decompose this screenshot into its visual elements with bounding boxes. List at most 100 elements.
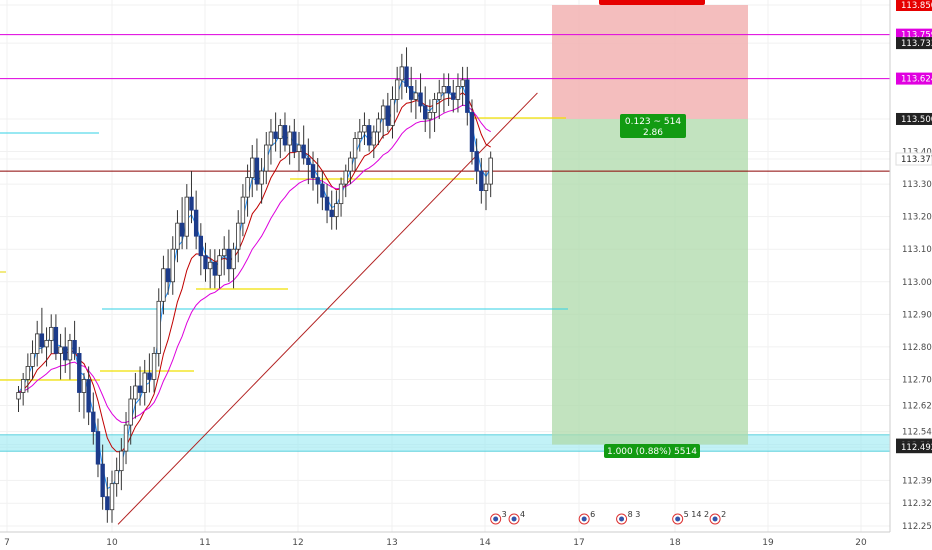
candle-body <box>324 196 330 211</box>
candle-body <box>301 144 306 159</box>
event-flag-icon[interactable]: 5 14 2 <box>672 510 709 525</box>
candle-body <box>408 86 414 100</box>
candle-body <box>460 79 465 87</box>
price-tag-bg <box>896 37 932 50</box>
price-tick-label: 112.900 <box>902 310 932 320</box>
event-flag-icon[interactable]: 6 <box>578 510 595 525</box>
candle-body <box>390 99 395 126</box>
candle-body <box>100 463 105 498</box>
stop-loss-area[interactable] <box>552 5 748 119</box>
candle-body <box>58 346 63 354</box>
price-tag[interactable]: 112.492 <box>896 441 932 454</box>
candle-body <box>20 379 26 393</box>
time-tick-label: 10 <box>106 538 118 548</box>
trend-line[interactable] <box>117 92 538 525</box>
stop-badge <box>599 0 705 5</box>
event-flag-icon[interactable]: 2 <box>709 510 726 525</box>
price-tag[interactable]: 113.377 <box>895 152 932 166</box>
candle-body <box>338 183 344 205</box>
time-tick-label: 17 <box>573 538 584 548</box>
event-count: 4 <box>520 510 525 519</box>
candle-body <box>423 105 428 120</box>
economic-events[interactable]: 3 4 6 8 3 5 14 2 2 <box>490 510 726 525</box>
candle-body <box>296 144 302 152</box>
event-count: 3 <box>502 510 507 519</box>
event-count: 5 14 2 <box>684 510 709 519</box>
price-tag-label: 113.377 <box>901 155 932 165</box>
candle-body <box>254 157 260 185</box>
time-tick-label: 18 <box>669 538 681 548</box>
price-tag[interactable]: 113.850 <box>896 0 932 11</box>
grid <box>0 0 890 532</box>
candle-body <box>203 255 208 270</box>
candle-body <box>156 300 161 354</box>
candle-body <box>455 86 461 100</box>
candle-body <box>474 151 479 172</box>
candle-body <box>380 105 386 120</box>
candle-body <box>212 261 218 276</box>
price-tag-bg <box>896 0 932 11</box>
risk-label-line1: 0.123 ~ 514 <box>625 117 681 127</box>
candle-body <box>315 177 320 185</box>
position-labels: 0.123 ~ 514 2.86 1.000 (0.88%) 5514 <box>599 0 705 458</box>
event-flag-icon[interactable]: 3 <box>490 510 507 525</box>
candle-body <box>170 248 175 283</box>
candle-body <box>250 157 255 178</box>
price-tag-bg <box>896 112 932 125</box>
candle-body <box>114 470 119 485</box>
price-tag-label: 113.624 <box>901 75 932 85</box>
target-label: 1.000 (0.88%) 5514 <box>607 447 697 457</box>
price-axis[interactable]: 113.400113.300113.200113.100113.000112.9… <box>889 0 932 550</box>
candle-body <box>142 372 147 393</box>
candle-body <box>348 157 353 172</box>
candles <box>16 47 493 523</box>
candle-body <box>469 112 475 152</box>
risk-label-line2: 2.86 <box>643 128 663 138</box>
candle-body <box>231 248 236 270</box>
candle-body <box>189 196 194 211</box>
price-tag-label: 113.759 <box>901 31 932 41</box>
price-tag[interactable]: 113.500 <box>896 112 932 125</box>
event-flag-icon[interactable]: 4 <box>508 510 525 525</box>
candle-body <box>123 424 129 452</box>
take-profit-area[interactable] <box>552 118 748 445</box>
price-tag[interactable]: 113.733 <box>896 37 932 50</box>
ema-slow <box>18 104 491 424</box>
price-tag[interactable]: 113.624 <box>896 72 932 85</box>
time-tick-label: 14 <box>479 538 491 548</box>
candle-body <box>81 379 87 393</box>
candle-body <box>137 385 143 393</box>
candle-body <box>86 379 91 413</box>
target-badge <box>604 444 700 458</box>
candle-body <box>385 105 391 126</box>
event-flag-icon[interactable]: 8 3 <box>616 510 641 525</box>
candle-body <box>67 339 73 361</box>
time-tick-label: 11 <box>199 538 210 548</box>
candle-body <box>151 353 157 380</box>
price-tag-label: 113.733 <box>901 39 932 49</box>
flag-center-icon <box>581 516 587 522</box>
candle-body <box>165 268 171 283</box>
candle-body <box>366 125 372 146</box>
candle-body <box>44 339 49 348</box>
horizontal-lines <box>0 34 890 381</box>
price-tick-label: 112.800 <box>902 343 932 353</box>
support-zone[interactable] <box>0 434 890 452</box>
candle-body <box>109 483 115 511</box>
candle-body <box>483 183 489 192</box>
candle-body <box>119 450 124 472</box>
price-tag-label: 113.850 <box>901 1 932 11</box>
candle-body <box>357 131 362 139</box>
candle-body <box>306 157 311 165</box>
event-count: 6 <box>590 510 595 519</box>
candle-body <box>161 268 166 302</box>
time-axis[interactable]: 7 10 11 12 13 14 17 18 19 20 <box>0 531 890 548</box>
candle-body <box>394 79 400 100</box>
candle-body <box>432 99 437 113</box>
risk-badge <box>620 114 686 138</box>
flag-center-icon <box>675 516 681 522</box>
candle-body <box>334 203 339 218</box>
price-tick-label: 113.000 <box>902 278 932 288</box>
candle-body <box>184 196 189 237</box>
